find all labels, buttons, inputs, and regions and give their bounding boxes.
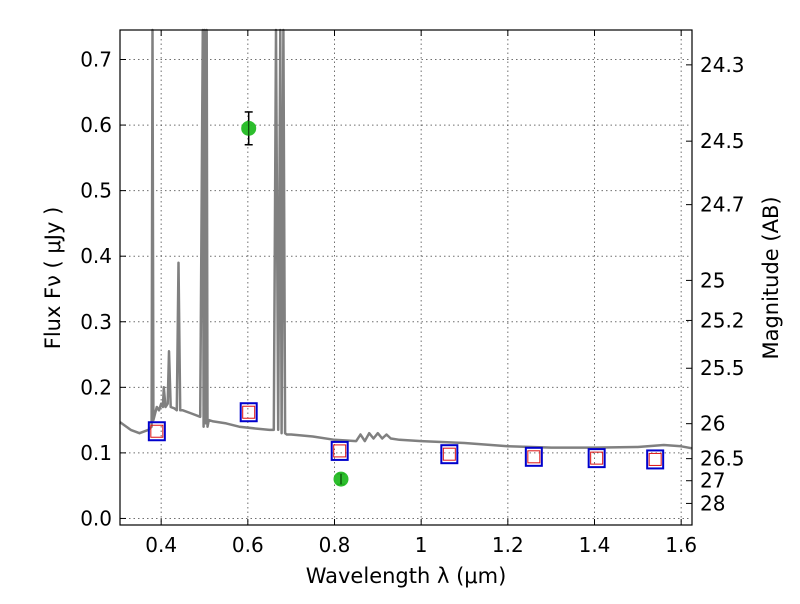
model-photometry-square	[330, 440, 349, 461]
model-photometry-square	[646, 449, 665, 470]
x-tick-label: 1.2	[492, 533, 524, 557]
right-axis-label: Magnitude (AB)	[759, 196, 783, 359]
x-axis-label: Wavelength λ (μm)	[306, 564, 507, 588]
magnitude-tick-label: 26.5	[700, 447, 745, 471]
y-tick-label: 0.3	[80, 310, 112, 334]
model-photometry-inner	[442, 447, 456, 461]
magnitude-tick-label: 25	[700, 268, 725, 292]
magnitude-tick-label: 27	[700, 469, 725, 493]
x-tick-label: 1.6	[665, 533, 697, 557]
plot-area	[119, 28, 693, 487]
model-photometry-square	[440, 444, 459, 465]
model-photometry-inner	[242, 405, 256, 419]
model-photometry-square	[147, 421, 166, 442]
y-tick-label: 0.0	[80, 506, 112, 530]
x-tick-label: 1.4	[579, 533, 611, 557]
magnitude-tick-label: 25.2	[700, 308, 745, 332]
grid	[120, 30, 692, 525]
y-tick-label: 0.7	[80, 48, 112, 72]
y-tick-label: 0.4	[80, 244, 112, 268]
ticks: 0.4 0.6 0.8 1 1.2 1.4 1.6 0.0 0.1 0.2 0.3 0.4 0.5 0.6…	[80, 30, 745, 557]
model-photometry-inner	[527, 450, 541, 464]
y-tick-label: 0.6	[80, 113, 112, 137]
magnitude-tick-label: 25.5	[700, 356, 745, 380]
y-tick-label: 0.5	[80, 179, 112, 203]
model-photometry-square	[587, 448, 606, 469]
x-tick-label: 0.6	[232, 533, 264, 557]
model-photometry-square	[524, 446, 543, 467]
sed-spectrum-line	[119, 28, 693, 450]
model-photometry-inner	[150, 424, 164, 438]
x-tick-label: 0.8	[319, 533, 351, 557]
y-tick-label: 0.2	[80, 375, 112, 399]
model-photometry-inner	[590, 451, 604, 465]
model-photometry-square	[239, 402, 258, 423]
model-photometry-inner	[333, 444, 347, 458]
magnitude-tick-label: 28	[700, 491, 725, 515]
x-tick-label: 0.4	[145, 533, 177, 557]
magnitude-tick-label: 24.7	[700, 193, 745, 217]
y-axis-label: Flux Fν ( μJy )	[41, 207, 65, 350]
model-photometry-inner	[648, 452, 662, 466]
axes-frame	[119, 29, 693, 526]
y-tick-label: 0.1	[80, 441, 112, 465]
magnitude-tick-label: 24.5	[700, 129, 745, 153]
x-tick-label: 1	[415, 533, 428, 557]
magnitude-tick-label: 26	[700, 412, 725, 436]
magnitude-tick-label: 24.3	[700, 53, 745, 77]
